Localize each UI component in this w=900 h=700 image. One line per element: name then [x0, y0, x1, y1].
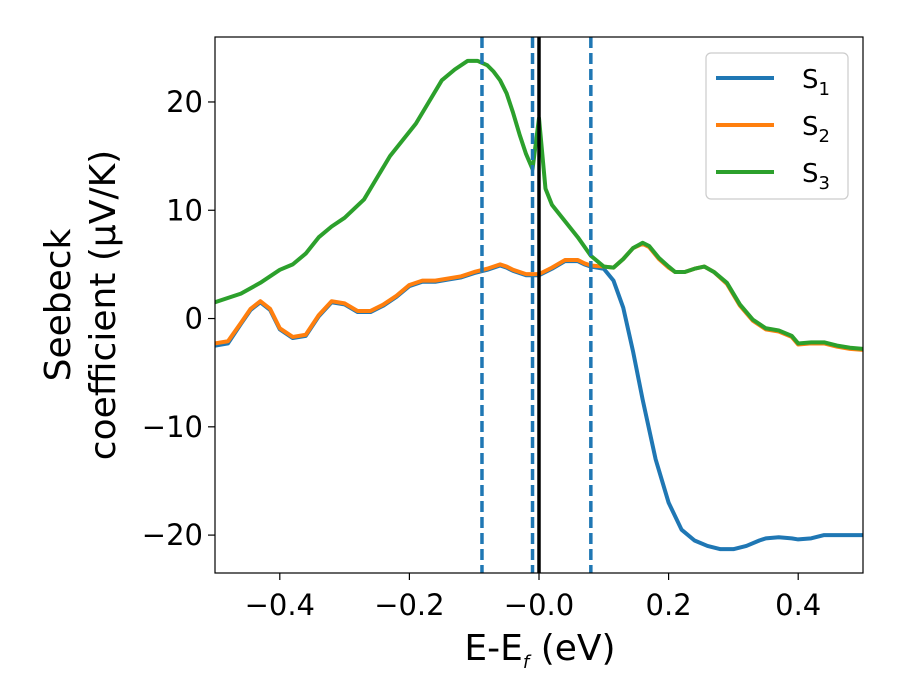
y-tick-label: 10 [166, 193, 203, 227]
x-axis-label: E-Ef (eV) [464, 628, 615, 673]
y-tick-label: 20 [166, 85, 203, 119]
x-tick-label: 0.4 [775, 588, 821, 622]
y-axis-label-line1: Seebeck [38, 228, 79, 381]
series-line-s3 [215, 58, 863, 351]
x-tick-label: −0.2 [374, 588, 444, 622]
legend: S1 S2 S3 [705, 52, 849, 200]
x-tick-label: −0.4 [245, 588, 315, 622]
plot-area [215, 37, 863, 573]
axes: −0.4 −0.2 −0.0 0.2 0.4 −20 −10 0 10 20 [142, 36, 864, 622]
legend-label-s3: S3 [802, 159, 830, 194]
plot-clip-group [215, 37, 863, 573]
x-axis-label-unit: (eV) [529, 628, 615, 669]
x-axis-label-sub: f [523, 652, 532, 673]
legend-label-s2: S2 [802, 112, 830, 147]
legend-box [705, 52, 849, 200]
y-axis-label-line2: coefficient (μV/K) [83, 150, 124, 460]
x-tick-label: 0.2 [646, 588, 692, 622]
x-axis-label-main: E-E [464, 628, 522, 669]
x-tick-label: −0.0 [504, 588, 574, 622]
y-tick-label: 0 [185, 302, 203, 336]
y-tick-label: −10 [142, 410, 203, 444]
y-tick-label: −20 [142, 518, 203, 552]
legend-label-s1: S1 [802, 65, 830, 100]
